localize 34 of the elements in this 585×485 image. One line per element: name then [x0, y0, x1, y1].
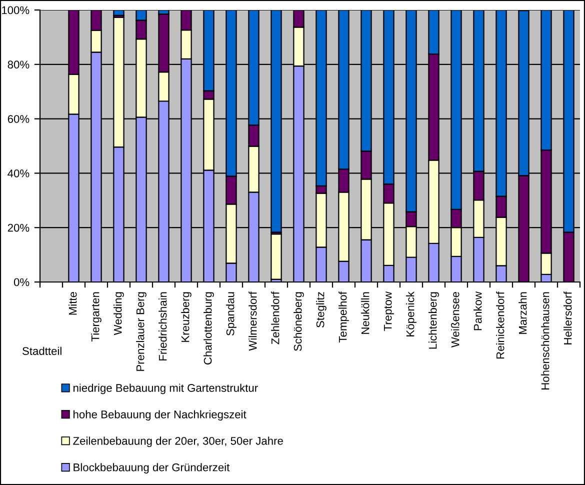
x-tick-label: Friedrichshain	[158, 292, 167, 360]
legend-label: Zeilenbebauung der 20er, 30er, 50er Jahre	[73, 436, 283, 448]
x-tick-label: Tiergarten	[91, 292, 102, 342]
x-tick-label: Hellersdorf	[564, 292, 572, 344]
x-tick-label: Wilmersdorf	[248, 292, 257, 351]
x-tick-label: Weißensee	[451, 292, 460, 348]
y-tick-label: 40%	[8, 169, 30, 178]
x-tick-label: Mitte	[68, 292, 77, 315]
x-axis-title: Stadtteil	[22, 346, 62, 355]
x-tick-label: Köpenick	[406, 292, 416, 336]
x-tick-label: Prenzlauer Berg	[136, 292, 146, 371]
x-tick-label: Hohenschönhausen	[541, 292, 550, 390]
legend-label: niedrige Bebauung mit Gartenstruktur	[74, 384, 258, 394]
y-tick-label: 100%	[2, 6, 30, 14]
x-tick-label: Schöneberg	[294, 292, 304, 351]
x-tick-label: Treptow	[384, 291, 394, 331]
legend-label: hohe Bebauung der Nachkriegszeit	[74, 410, 246, 421]
x-tick-label: Spandau	[226, 292, 236, 336]
x-tick-label: Kreuzberg	[181, 292, 192, 342]
x-tick-label: Tempelhof	[338, 292, 349, 343]
x-tick-label: Lichtenberg	[428, 292, 439, 349]
y-tick-label: 0%	[14, 278, 30, 286]
y-tick-label: 60%	[8, 115, 30, 123]
x-tick-label: Marzahn	[518, 292, 527, 334]
y-tick-label: 80%	[8, 60, 30, 69]
x-tick-label: Zehlendorf	[271, 292, 280, 344]
x-tick-label: Steglitz	[316, 292, 326, 328]
x-tick-label: Wedding	[114, 292, 124, 336]
x-tick-label: Neukölln	[361, 292, 370, 334]
y-tick-label: 20%	[8, 224, 30, 232]
x-tick-label: Pankow	[474, 291, 482, 330]
x-tick-label: Reinickendorf	[496, 292, 504, 359]
x-tick-label: Charlottenburg	[204, 292, 214, 364]
legend-label: Blockbebauung der Gründerzeit	[74, 463, 230, 474]
